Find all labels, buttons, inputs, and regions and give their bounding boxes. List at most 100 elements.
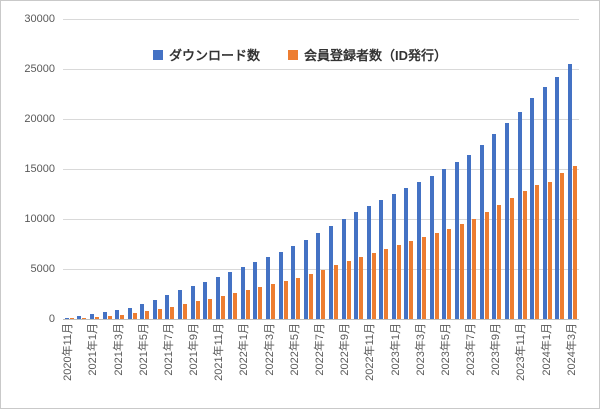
x-axis-label: 2020年11月	[62, 323, 75, 381]
downloads-bar	[177, 290, 182, 319]
downloads-bar	[442, 169, 447, 319]
x-axis-label: 2023年3月	[414, 323, 427, 376]
registrations-bar	[560, 173, 565, 319]
bar-group	[365, 19, 378, 319]
downloads-bar	[89, 314, 94, 319]
x-axis-label: 2022年5月	[288, 323, 301, 376]
y-tick-label: 0	[48, 313, 55, 325]
x-axis-label: 2022年11月	[364, 323, 377, 381]
bar-group	[440, 19, 453, 319]
registrations-bar	[359, 257, 364, 319]
downloads-bar	[505, 123, 510, 319]
downloads-bar	[379, 200, 384, 319]
bar-group	[327, 19, 340, 319]
bar-group	[151, 19, 164, 319]
bars-container	[63, 19, 579, 319]
registrations-bar	[195, 301, 200, 319]
bar-group	[453, 19, 466, 319]
gridline	[63, 69, 579, 70]
y-tick-label: 10000	[24, 213, 55, 225]
legend-swatch-registrations-icon	[288, 49, 298, 60]
x-axis-label: 2022年9月	[339, 323, 352, 376]
downloads-bar	[479, 145, 484, 319]
registrations-bar	[535, 185, 540, 319]
registrations-bar	[245, 289, 250, 319]
bar-group	[277, 19, 290, 319]
downloads-bar	[64, 317, 69, 319]
x-axis-label: 2022年3月	[263, 323, 276, 376]
bar-group	[566, 19, 579, 319]
downloads-bar	[215, 277, 220, 319]
registrations-bar	[497, 205, 502, 319]
downloads-bar	[555, 77, 560, 319]
bar-group	[428, 19, 441, 319]
bar-group	[63, 19, 76, 319]
registrations-bar	[132, 313, 137, 319]
y-tick-label: 25000	[24, 63, 55, 75]
registrations-bar	[522, 191, 527, 319]
registrations-bar	[434, 233, 439, 319]
registrations-bar	[333, 265, 338, 319]
downloads-bar	[542, 87, 547, 319]
x-axis-label: 2024年1月	[540, 323, 553, 376]
gridline	[63, 169, 579, 170]
x-axis-label: 2022年1月	[238, 323, 251, 376]
downloads-bar	[77, 316, 82, 319]
registrations-bar	[220, 295, 225, 319]
downloads-bar	[115, 310, 120, 319]
y-tick-label: 30000	[24, 13, 55, 25]
downloads-bar	[530, 98, 535, 319]
bar-group	[415, 19, 428, 319]
registrations-bar	[233, 292, 238, 319]
bar-group	[113, 19, 126, 319]
x-axis-label: 2023年5月	[439, 323, 452, 376]
x-axis: 2020年11月 2021年1月 2021年3月 2021年5月 2021年7月 2021…	[62, 323, 579, 405]
downloads-bar	[316, 233, 321, 319]
registrations-bar	[447, 229, 452, 319]
x-axis-label: 2023年1月	[389, 323, 402, 376]
registrations-bar	[409, 241, 414, 319]
x-axis-label: 2021年7月	[162, 323, 175, 376]
legend-item-registrations: 会員登録者数（ID発行）	[288, 45, 447, 64]
y-tick-label: 20000	[24, 113, 55, 125]
downloads-bar	[240, 267, 245, 319]
bar-group	[340, 19, 353, 319]
registrations-bar	[472, 219, 477, 319]
downloads-bar	[140, 304, 145, 319]
downloads-bar	[454, 162, 459, 319]
downloads-bar	[127, 308, 132, 319]
registrations-bar	[308, 274, 313, 319]
downloads-bar	[467, 155, 472, 319]
downloads-bar	[228, 272, 233, 319]
legend-label-downloads: ダウンロード数	[168, 48, 260, 63]
bar-group	[377, 19, 390, 319]
x-axis-label: 2021年9月	[188, 323, 201, 376]
downloads-bar	[517, 112, 522, 319]
registrations-bar	[283, 280, 288, 319]
gridline	[63, 19, 579, 20]
downloads-bar	[416, 182, 421, 319]
downloads-bar	[391, 194, 396, 319]
bar-group	[189, 19, 202, 319]
plot-area	[63, 19, 579, 320]
registrations-bar	[82, 317, 87, 319]
registrations-bar	[510, 198, 515, 319]
downloads-bar	[266, 257, 271, 319]
downloads-bar	[291, 246, 296, 319]
downloads-bar	[165, 295, 170, 319]
bar-group	[176, 19, 189, 319]
x-axis-label: 2024年3月	[565, 323, 578, 376]
bar-group	[201, 19, 214, 319]
bar-group	[541, 19, 554, 319]
downloads-bar	[278, 252, 283, 319]
registrations-bar	[69, 318, 74, 319]
x-axis-label: 2023年11月	[515, 323, 528, 381]
gridline	[63, 269, 579, 270]
bar-group	[390, 19, 403, 319]
bar-group	[516, 19, 529, 319]
gridline	[63, 219, 579, 220]
gridline	[63, 119, 579, 120]
x-axis-label: 2023年9月	[490, 323, 503, 376]
registrations-bar	[157, 309, 162, 319]
